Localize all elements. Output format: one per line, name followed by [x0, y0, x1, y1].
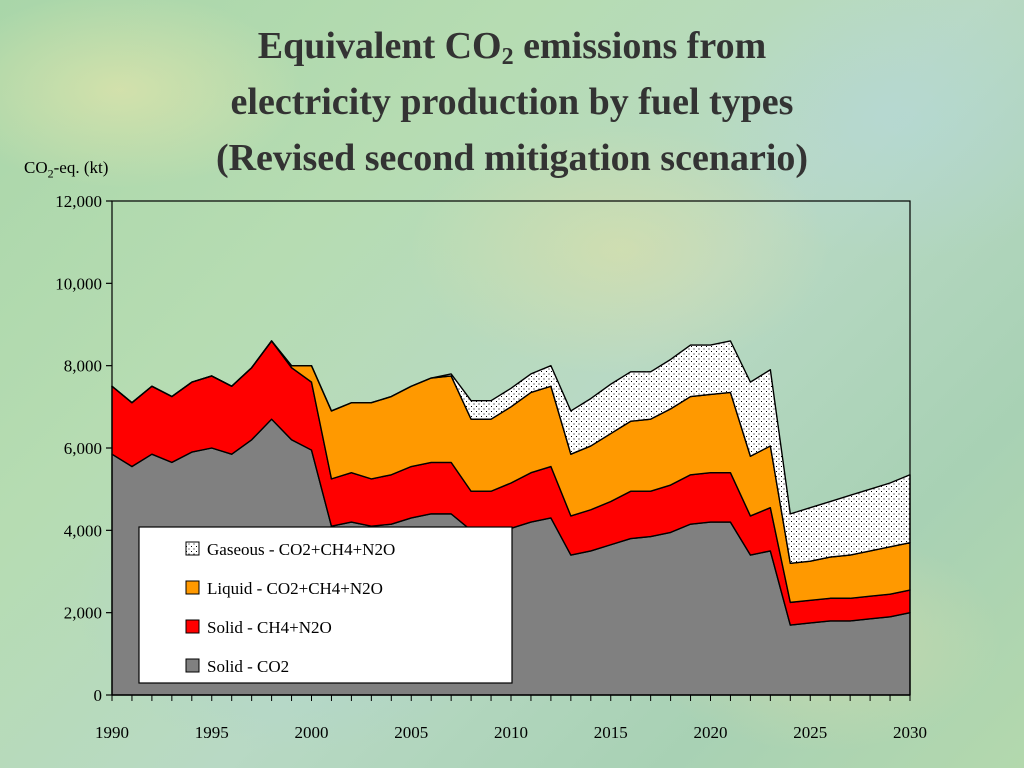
x-tick-label: 2000	[295, 723, 329, 742]
legend-label: Solid - CO2	[207, 657, 289, 676]
title-line-2: electricity production by fuel types	[230, 81, 794, 123]
legend-box	[138, 526, 513, 684]
y-axis-label: CO2-eq. (kt)	[24, 158, 109, 181]
legend-swatch	[185, 658, 200, 673]
axes: 0 2,000 4,000 6,000 8,000 10,000 12,000 1990 199…	[55, 192, 927, 742]
x-tick-label: 1995	[195, 723, 229, 742]
legend: Gaseous - CO2+CH4+N2O Liquid - CO2+CH4+N2…	[138, 526, 513, 684]
legend-swatch	[185, 619, 200, 634]
legend-swatch	[185, 541, 200, 556]
title-line-3: (Revised second mitigation scenario)	[215, 137, 809, 179]
x-tick-label: 2020	[694, 723, 728, 742]
y-tick-label: 8,000	[64, 357, 102, 376]
title-line-1: Equivalent CO2 emissions from	[257, 25, 767, 70]
legend-label: Gaseous - CO2+CH4+N2O	[207, 540, 395, 559]
x-tick-label: 2025	[793, 723, 827, 742]
x-tick-label: 2015	[594, 723, 628, 742]
y-tick-label: 2,000	[64, 604, 102, 623]
y-tick-label: 0	[94, 686, 103, 705]
x-tick-label: 2030	[893, 723, 927, 742]
x-tick-label: 1990	[95, 723, 129, 742]
legend-swatch	[185, 580, 200, 595]
y-tick-label: 12,000	[55, 192, 102, 211]
x-tick-label: 2005	[394, 723, 428, 742]
y-tick-label: 4,000	[64, 521, 102, 540]
x-tick-label: 2010	[494, 723, 528, 742]
y-tick-label: 10,000	[55, 274, 102, 293]
y-tick-label: 6,000	[64, 439, 102, 458]
chart-title: Equivalent CO2 emissions from electricit…	[90, 18, 934, 186]
legend-label: Solid - CH4+N2O	[207, 618, 332, 637]
legend-label: Liquid - CO2+CH4+N2O	[207, 579, 383, 598]
